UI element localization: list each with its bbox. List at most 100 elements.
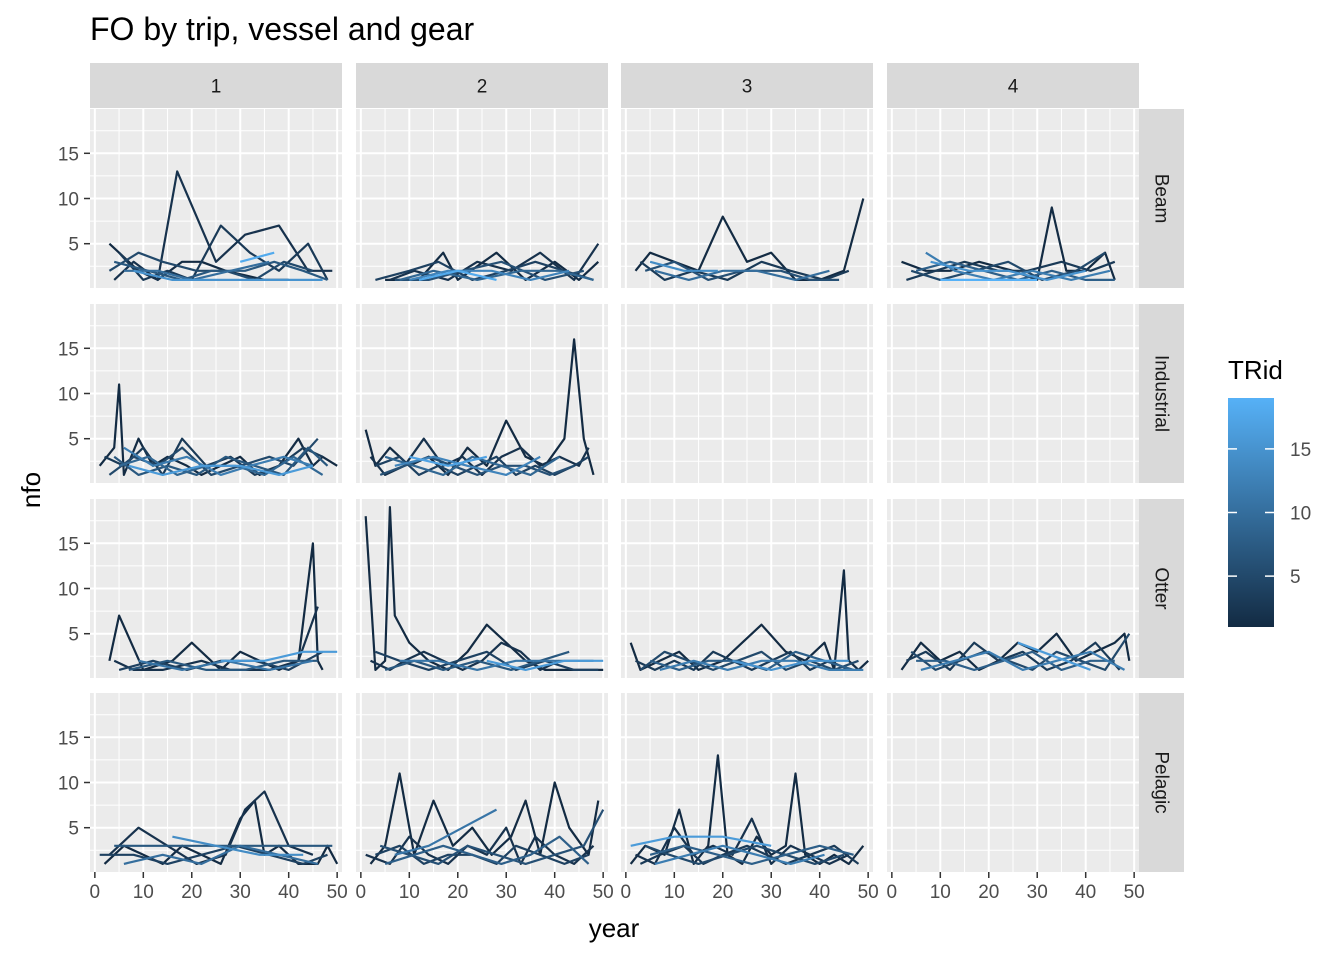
column-strip-label: 1 (211, 77, 222, 98)
series-line (654, 269, 830, 281)
facet-panel (887, 499, 1139, 678)
chart-title: FO by trip, vessel and gear (90, 11, 475, 47)
row-strip (1138, 693, 1184, 872)
series-line (99, 844, 328, 866)
series-line (649, 260, 718, 272)
x-tick-label: 40 (278, 882, 299, 903)
facet-panel (621, 304, 873, 483)
y-tick-label: 5 (68, 235, 79, 256)
x-tick-label: 30 (761, 882, 782, 903)
column-strip (621, 63, 873, 108)
x-tick-label: 20 (181, 882, 202, 903)
x-tick-label: 40 (1075, 882, 1096, 903)
facet-panel (887, 304, 1139, 483)
column-strip-label: 4 (1008, 77, 1019, 98)
series-line (375, 260, 594, 281)
row-strip-label: Beam (1151, 174, 1172, 224)
x-tick-label: 10 (133, 882, 154, 903)
series-line (384, 835, 590, 866)
legend-tick-label: 15 (1290, 440, 1311, 461)
series-line (370, 641, 560, 672)
column-strip-label: 3 (742, 77, 753, 98)
series-line (364, 338, 595, 476)
x-tick-label: 30 (230, 882, 251, 903)
x-tick-label: 50 (593, 882, 614, 903)
y-tick-label: 15 (58, 339, 79, 360)
series-line (930, 260, 1086, 281)
series-line (379, 809, 605, 866)
series-line (409, 455, 488, 467)
y-tick-label: 5 (68, 625, 79, 646)
y-tick-label: 15 (58, 728, 79, 749)
y-tick-label: 5 (68, 430, 79, 451)
x-tick-label: 50 (858, 882, 879, 903)
y-tick-label: 5 (68, 819, 79, 840)
series-line (133, 269, 323, 281)
x-tick-label: 50 (327, 882, 348, 903)
legend-tick-label: 10 (1290, 504, 1311, 525)
facet-panel (621, 693, 873, 872)
facet-panel (887, 109, 1139, 288)
legend-tick-label: 5 (1290, 567, 1301, 588)
series-line (369, 772, 600, 865)
y-tick-label: 15 (58, 534, 79, 555)
series-line (920, 650, 1126, 672)
series-line (639, 650, 859, 672)
x-tick-label: 10 (930, 882, 951, 903)
x-tick-label: 20 (712, 882, 733, 903)
facet-panel (621, 109, 873, 288)
x-tick-label: 0 (356, 882, 367, 903)
series-line (409, 269, 570, 281)
series-line (649, 844, 854, 866)
series-line (634, 198, 865, 281)
series-line (113, 170, 333, 281)
series-line (486, 659, 604, 672)
series-line (220, 650, 338, 662)
series-line (384, 455, 561, 476)
facet-panel (356, 109, 608, 288)
x-tick-label: 10 (664, 882, 685, 903)
series-line (630, 835, 772, 847)
panel-grid: 1 2 3 4 Beam Industrial Otter Pelagic 5 10 15 5 10 15… (58, 63, 1184, 903)
series-line (629, 569, 869, 672)
legend-title: TRid (1228, 355, 1283, 385)
series-line (910, 633, 1131, 672)
series-line (925, 251, 1111, 281)
color-legend: TRid 5 10 15 (1228, 355, 1311, 627)
x-tick-label: 0 (887, 882, 898, 903)
series-line (118, 224, 329, 281)
series-line (128, 659, 318, 672)
series-line (394, 808, 498, 856)
series-line (123, 844, 319, 866)
x-tick-label: 10 (399, 882, 420, 903)
series-line (128, 464, 314, 476)
x-axis-title: year (589, 913, 640, 943)
x-tick-label: 40 (544, 882, 565, 903)
x-tick-label: 40 (809, 882, 830, 903)
x-tick-label: 30 (1027, 882, 1048, 903)
series-line (418, 269, 497, 281)
series-line (113, 606, 319, 672)
y-tick-label: 15 (58, 144, 79, 165)
y-tick-label: 10 (58, 385, 79, 406)
facet-panel (356, 693, 608, 872)
x-tick-label: 0 (621, 882, 632, 903)
row-strip (1138, 109, 1184, 288)
series-line (635, 817, 850, 866)
series-line (1017, 641, 1091, 671)
y-tick-label: 10 (58, 190, 79, 211)
x-tick-label: 50 (1124, 882, 1145, 903)
series-line (659, 659, 864, 672)
column-strip (887, 63, 1139, 108)
column-strip (90, 63, 342, 108)
facet-panel (356, 499, 608, 678)
series-line (108, 790, 314, 866)
y-axis-title: nfo (16, 472, 46, 508)
facet-panel (621, 499, 873, 678)
facet-panel (356, 304, 608, 483)
row-strip (1138, 499, 1184, 678)
row-strip-label: Industrial (1151, 355, 1172, 432)
series-line (123, 446, 314, 476)
facet-panel (887, 693, 1139, 872)
